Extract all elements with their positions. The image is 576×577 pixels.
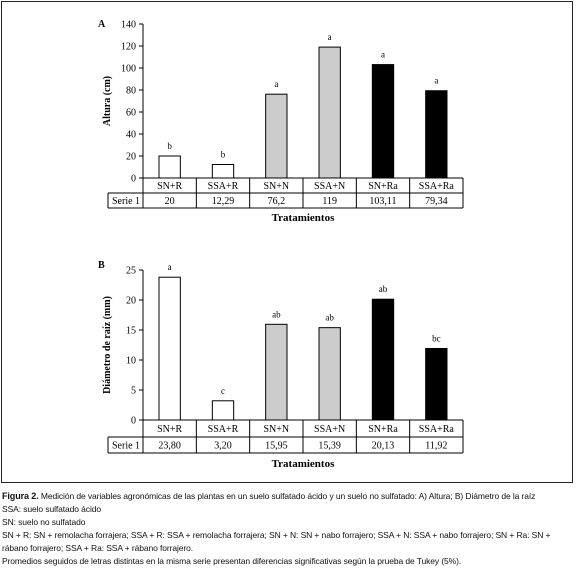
panel-b-y-tick-label: 5: [131, 386, 136, 397]
panel-b-value-label: 11,92: [425, 441, 447, 452]
panel-a-category-label: SN+N: [264, 181, 290, 192]
panel-a-letter: A: [98, 19, 106, 30]
panel-a-bar: [425, 90, 448, 179]
panel-a-y-tick-label: 100: [121, 64, 136, 75]
panel-a-bar: [211, 163, 235, 179]
panel-b-significance-letter: a: [168, 262, 172, 272]
panel-b-y-tick-label: 20: [126, 296, 136, 307]
panel-b-letter: B: [98, 260, 105, 271]
caption-line-ssa: SSA: suelo sulfatado ácido: [2, 504, 101, 514]
panel-a-value-label: 76,2: [268, 196, 286, 207]
panel-a-value-label: 119: [322, 196, 337, 207]
panel-b-bar: [318, 327, 341, 421]
panel-a-value-label: 79,34: [425, 196, 448, 207]
panel-b-y-tick-label: 10: [126, 356, 136, 367]
panel-b-category-label: SN+R: [157, 424, 182, 435]
panel-a-category-label: SSA+R: [208, 181, 239, 192]
panel-a-y-tick-label: 40: [126, 130, 136, 141]
panel-b-value-label: 15,39: [318, 441, 341, 452]
panel-a-y-tick-label: 140: [121, 20, 136, 31]
panel-b-y-tick-label: 25: [126, 266, 136, 277]
panel-a-bar: [158, 155, 181, 179]
panel-b-y-axis-title: Diámetro de raíz (mm): [102, 296, 113, 394]
figure-caption: Figura 2. Medición de variables agronómi…: [2, 490, 576, 568]
panel-a-category-label: SSA+N: [314, 181, 345, 192]
panel-b-significance-letter: ab: [379, 284, 388, 294]
panel-b-significance-letter: c: [221, 386, 225, 396]
panel-a-series-name: Serie 1: [112, 196, 140, 207]
panel-a-category-label: SSA+Ra: [419, 181, 455, 192]
panel-b-significance-letter: bc: [432, 333, 441, 343]
panel-a-y-tick-label: 80: [126, 86, 136, 97]
panel-b-y-tick-label: 0: [131, 416, 136, 427]
panel-a-y-axis-title: Altura (cm): [102, 76, 113, 126]
panel-b-value-label: 23,80: [158, 441, 181, 452]
panel-b-y-tick-label: 15: [126, 326, 136, 337]
panel-a-significance-letter: a: [381, 50, 385, 60]
panel-a-y-tick-label: 60: [126, 108, 136, 119]
panel-a-value-label: 103,11: [369, 196, 396, 207]
panel-a-significance-letter: a: [434, 76, 438, 86]
panel-a-y-tick-label: 20: [126, 152, 136, 163]
panel-a-category-label: SN+Ra: [368, 181, 398, 192]
panel-b-bar: [211, 400, 235, 421]
panel-b-category-label: SN+N: [264, 424, 290, 435]
panel-b-category-label: SN+Ra: [368, 424, 398, 435]
panel-a-x-axis-title: Tratamientos: [272, 212, 335, 224]
caption-line-tukey: Promedios seguidos de letras distintas e…: [2, 556, 462, 566]
caption-title: Figura 2. Medición de variables agronómi…: [2, 490, 576, 503]
panel-a-significance-letter: b: [221, 149, 226, 159]
panel-a-significance-letter: a: [328, 32, 332, 42]
panel-a-y-tick-label: 120: [121, 42, 136, 53]
caption-line-sn: SN: suelo no sulfatado: [2, 517, 86, 527]
panel-b-bar: [425, 347, 448, 421]
panel-b-significance-letter: ab: [272, 309, 281, 319]
caption-line-treatments: SN + R: SN + remolacha forrajera; SSA + …: [2, 530, 551, 553]
panel-b-bar: [158, 276, 181, 421]
panel-a-bar: [265, 93, 288, 179]
panel-a-significance-letter: a: [274, 79, 278, 89]
panel-b-significance-letter: ab: [325, 313, 334, 323]
panel-b-series-name: Serie 1: [112, 441, 140, 452]
panel-b-x-axis-title: Tratamientos: [272, 458, 335, 470]
panel-b-category-label: SSA+R: [208, 424, 239, 435]
panel-a-value-label: 12,29: [212, 196, 235, 207]
panel-a-bar: [371, 64, 395, 179]
panel-b-category-label: SSA+Ra: [419, 424, 455, 435]
panel-b-bar: [371, 298, 395, 421]
panel-b-value-label: 15,95: [265, 441, 288, 452]
panel-b-bar: [265, 323, 288, 421]
panel-a-y-tick-label: 0: [131, 174, 136, 185]
panel-a-bar: [318, 46, 341, 179]
panel-a-significance-letter: b: [167, 141, 172, 151]
figure-frame: [1, 1, 573, 483]
figure-label: Figura 2.: [2, 491, 39, 501]
panel-b-value-label: 3,20: [214, 441, 232, 452]
caption-title-text: Medición de variables agronómicas de las…: [38, 491, 536, 501]
panel-a-category-label: SN+R: [157, 181, 182, 192]
panel-b-value-label: 20,13: [372, 441, 395, 452]
panel-a-value-label: 20: [165, 196, 175, 207]
panel-b-category-label: SSA+N: [314, 424, 345, 435]
